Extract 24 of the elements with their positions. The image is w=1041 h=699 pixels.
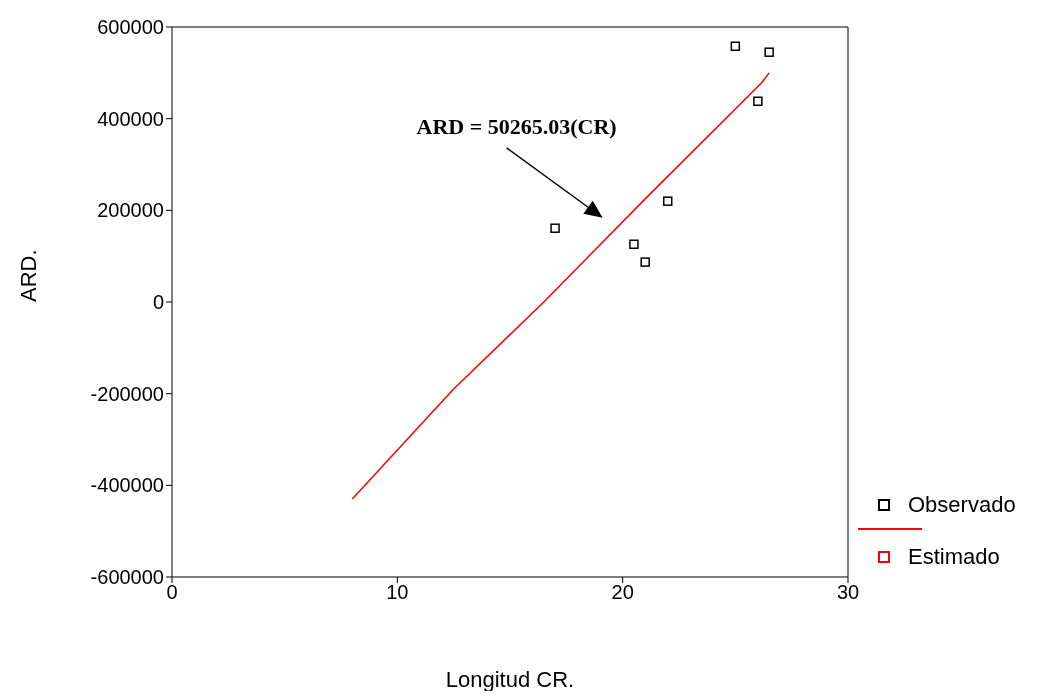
point <box>640 257 650 267</box>
annotation: ARD = 50265.03(CR) <box>416 113 617 139</box>
y-tick-label: -400000 <box>90 474 164 497</box>
point <box>629 239 639 249</box>
legend-label: Estimado <box>908 544 1000 570</box>
y-tick-label: 400000 <box>97 107 164 130</box>
x-tick-label: 0 <box>166 581 178 604</box>
x-tick-label: 10 <box>386 581 409 604</box>
y-axis-title: ARD. <box>15 249 41 302</box>
point <box>764 47 774 57</box>
point <box>753 96 763 106</box>
x-tick-label: 30 <box>836 581 860 604</box>
y-tick-label: 0 <box>152 291 164 314</box>
x-axis-title: Longitud CR. <box>445 667 575 692</box>
y-tick-label: -200000 <box>90 382 164 405</box>
y-tick-label: 200000 <box>97 199 164 222</box>
point <box>730 41 741 51</box>
legend-label: Observado <box>908 492 1016 518</box>
point <box>662 196 673 206</box>
point <box>550 223 560 233</box>
line-series <box>351 72 770 500</box>
x-tick-label: 20 <box>611 581 634 604</box>
y-tick-label: -600000 <box>90 566 164 589</box>
y-tick-label: 600000 <box>97 16 164 39</box>
